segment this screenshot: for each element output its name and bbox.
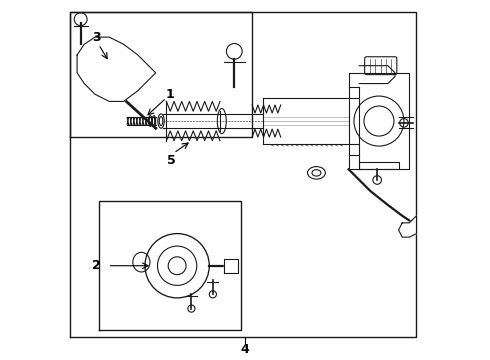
Polygon shape [398,216,416,237]
Polygon shape [348,73,409,169]
Text: 1: 1 [166,88,174,101]
Text: 2: 2 [93,259,101,272]
Polygon shape [359,66,395,84]
Polygon shape [223,258,238,273]
Text: 5: 5 [168,154,176,167]
Polygon shape [77,37,156,102]
Text: 3: 3 [93,31,101,44]
Polygon shape [359,162,398,169]
Text: 4: 4 [241,343,249,356]
